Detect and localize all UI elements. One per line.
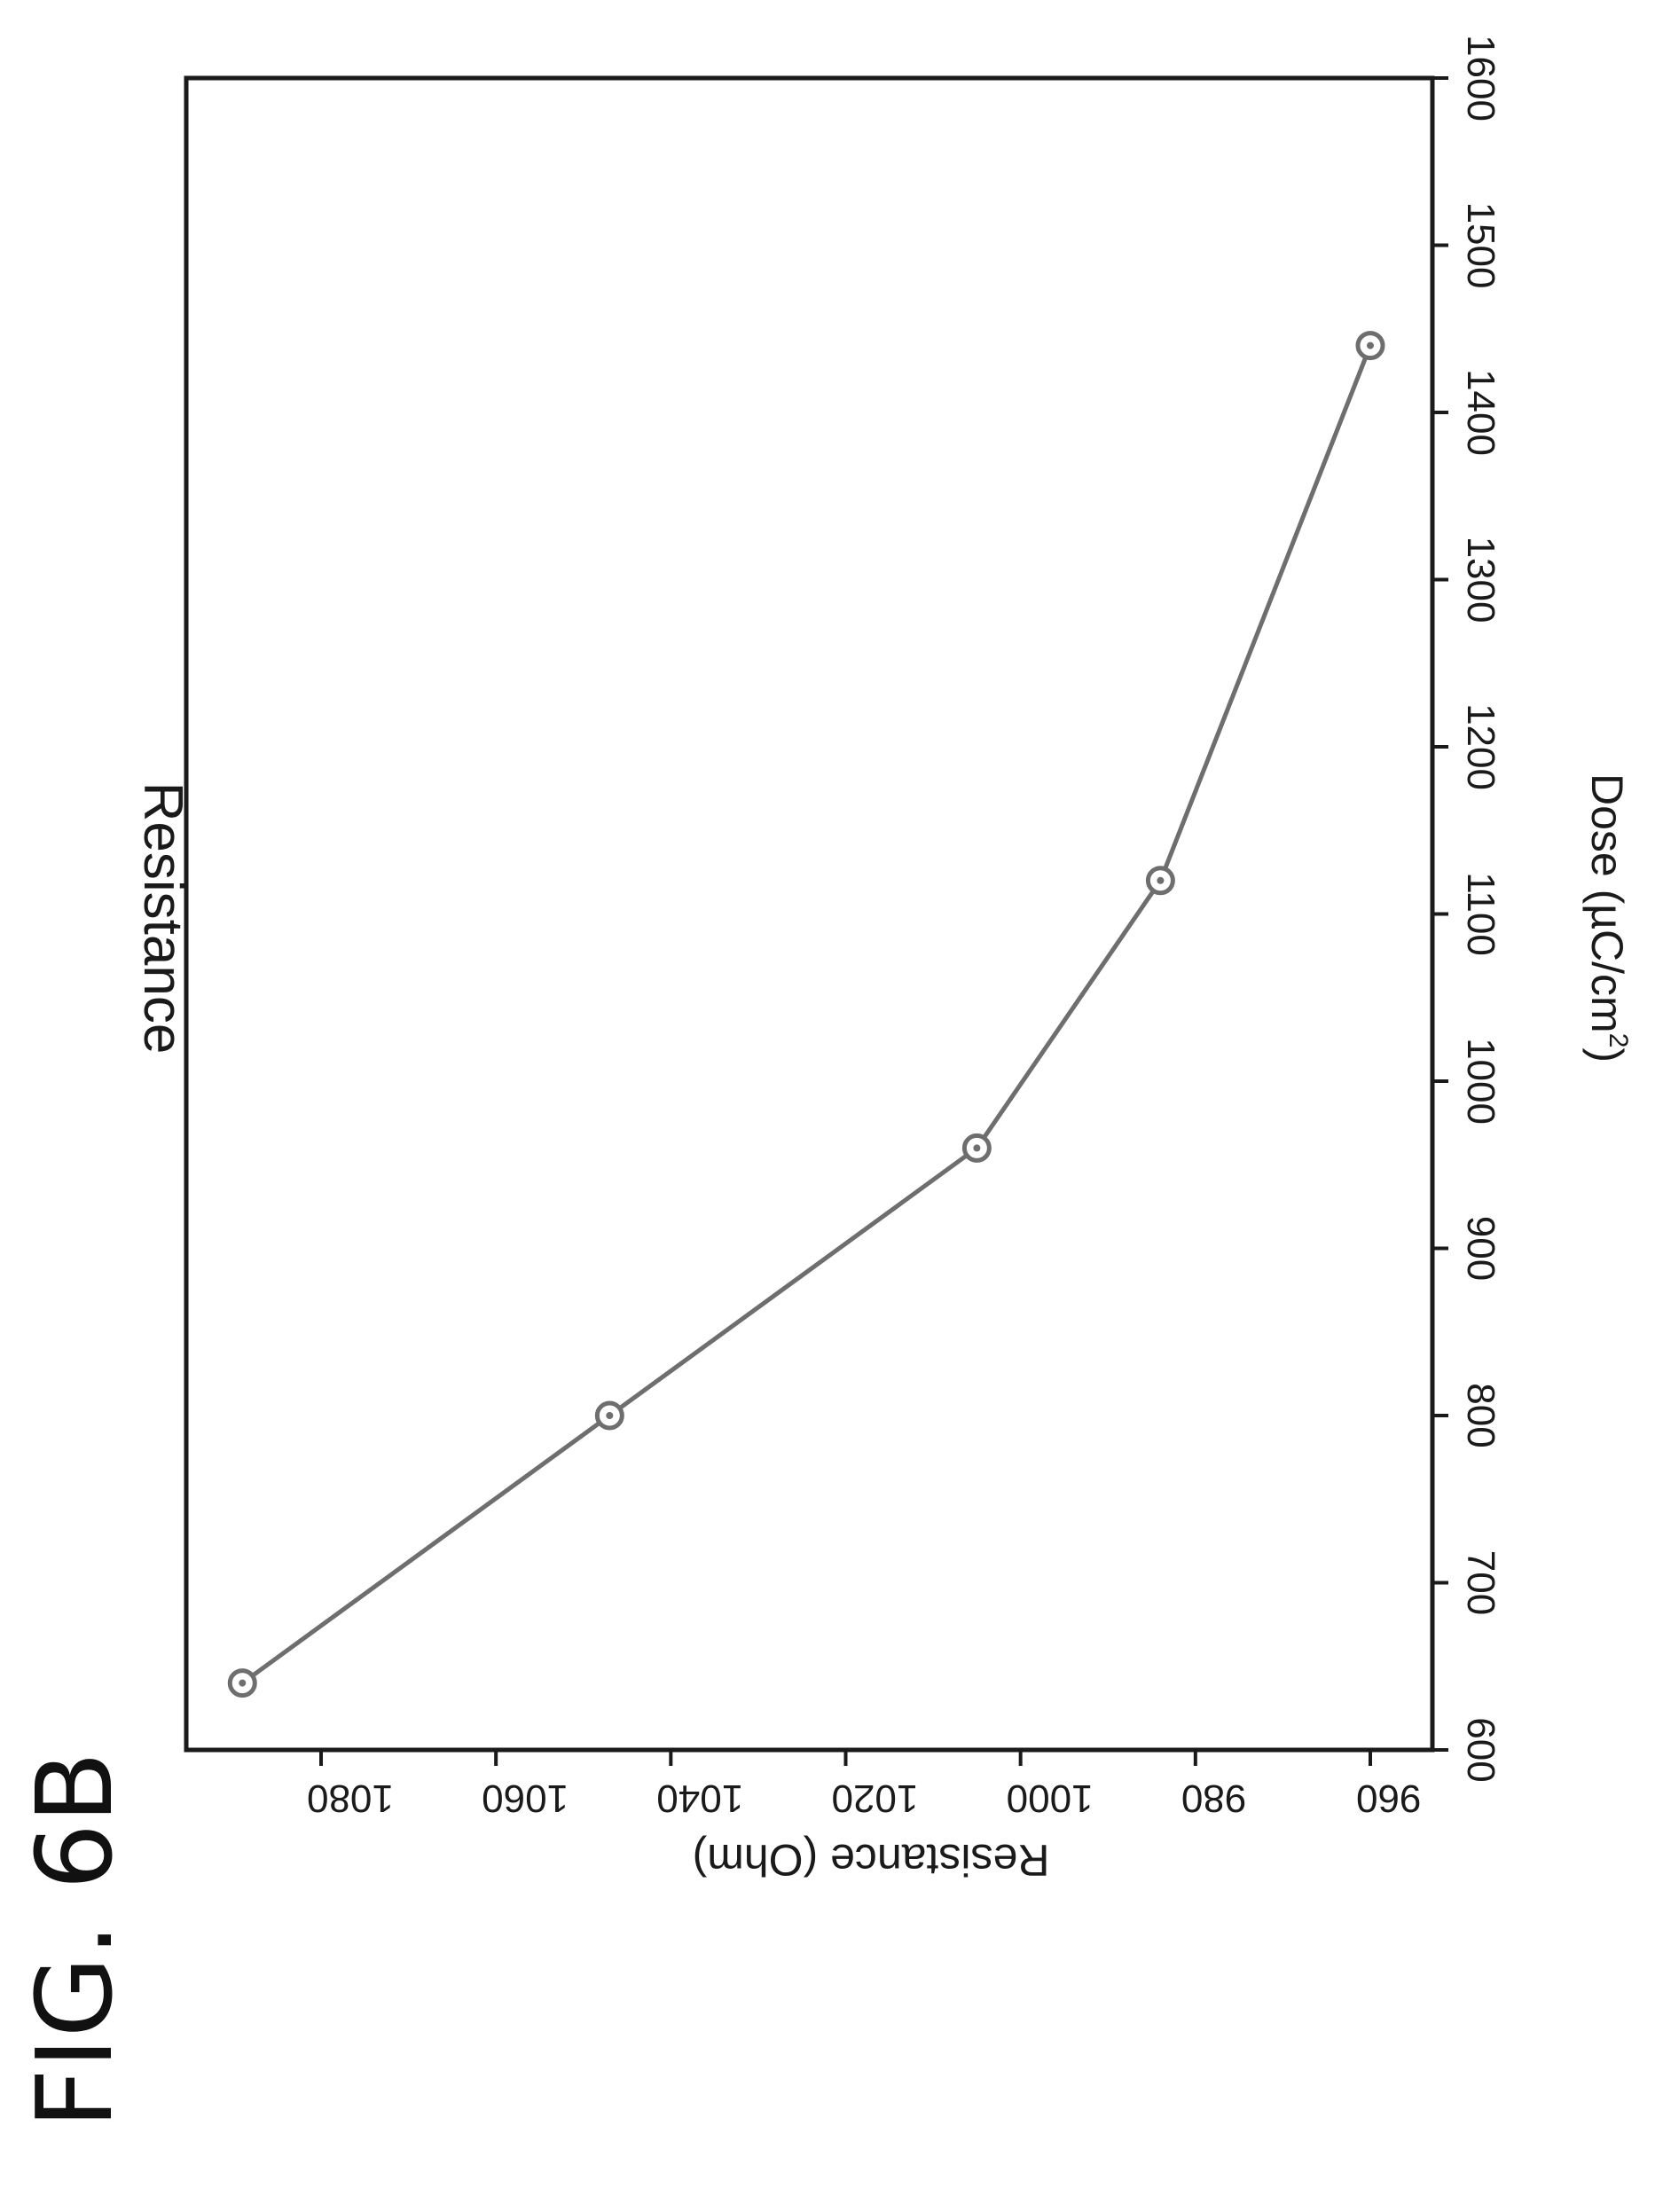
x-tick-label-group: 1300 — [1459, 537, 1502, 624]
data-point-center — [606, 1412, 614, 1419]
x-tick-label: 1500 — [1459, 202, 1502, 289]
x-tick-label-group: 1500 — [1459, 202, 1502, 289]
x-tick-label: 800 — [1459, 1383, 1502, 1447]
y-tick-label: 1080 — [307, 1777, 394, 1820]
x-axis-label-close: ) — [1582, 1047, 1632, 1063]
y-tick-label: 1020 — [832, 1777, 919, 1820]
x-axis: 600 700 800 900 1000 1100 1200 1300 1400 1500 1600 — [1432, 35, 1502, 1783]
x-tick-label-group: 1400 — [1459, 369, 1502, 456]
data-point-center — [1157, 876, 1165, 884]
y-tick-label: 1040 — [656, 1777, 743, 1820]
x-tick-label: 700 — [1459, 1550, 1502, 1615]
x-tick-label: 1600 — [1459, 35, 1502, 122]
x-tick-label: 1400 — [1459, 369, 1502, 456]
x-tick-label-group: 600 — [1459, 1717, 1502, 1782]
x-tick-label: 1200 — [1459, 703, 1502, 790]
x-tick-label: 900 — [1459, 1216, 1502, 1281]
x-tick-label-group: 900 — [1459, 1216, 1502, 1281]
chart-title: Resistance — [132, 782, 193, 1055]
x-tick-label-group: 1200 — [1459, 703, 1502, 790]
x-axis-label-main: Dose (µC/cm — [1582, 773, 1632, 1033]
y-tick-label: 1060 — [482, 1777, 569, 1820]
x-tick-label-group: 1600 — [1459, 35, 1502, 122]
data-point-center — [973, 1144, 981, 1152]
data-point-center — [239, 1679, 247, 1687]
x-tick-label: 1000 — [1459, 1038, 1502, 1125]
x-tick-label-group: 700 — [1459, 1550, 1502, 1615]
x-tick-label-group: 1100 — [1459, 872, 1502, 956]
y-tick-label-group: 1020 — [832, 1777, 919, 1820]
x-axis-label-sup: 2 — [1604, 1033, 1633, 1048]
y-axis: 960 980 1000 1020 1040 1060 1080 — [307, 1750, 1421, 1820]
series-line — [240, 344, 1373, 1685]
y-tick-label-group: 960 — [1356, 1777, 1421, 1820]
x-axis-label: Dose (µC/cm2) — [1582, 773, 1633, 1063]
data-point-center — [1367, 341, 1374, 349]
y-tick-label-group: 980 — [1181, 1777, 1246, 1820]
x-tick-label: 1300 — [1459, 537, 1502, 624]
y-tick-label-group: 1080 — [307, 1777, 394, 1820]
y-tick-label-group: 1060 — [482, 1777, 569, 1820]
figure-label: FIG. 6B — [13, 1752, 136, 2129]
x-tick-label: 600 — [1459, 1717, 1502, 1782]
y-tick-label: 1000 — [1007, 1777, 1094, 1820]
y-tick-label: 980 — [1181, 1777, 1246, 1820]
y-tick-label-group: 1040 — [656, 1777, 743, 1820]
data-series — [227, 331, 1385, 1698]
plot-frame — [184, 75, 1435, 1753]
y-axis-label: Resistance (Ohm) — [693, 1835, 1050, 1885]
y-tick-label: 960 — [1356, 1777, 1421, 1820]
x-tick-label-group: 1000 — [1459, 1038, 1502, 1125]
x-tick-label: 1100 — [1459, 872, 1502, 956]
y-tick-label-group: 1000 — [1007, 1777, 1094, 1820]
x-tick-label-group: 800 — [1459, 1383, 1502, 1447]
